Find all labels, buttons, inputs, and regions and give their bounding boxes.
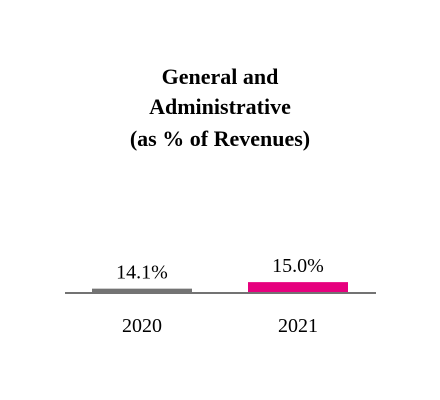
chart-title-line-2: Administrative [149, 94, 291, 119]
data-label-2021: 15.0% [272, 255, 324, 277]
data-label-2020: 14.1% [116, 262, 168, 284]
data-labels-group: 14.1% 15.0% [116, 255, 324, 284]
chart-title: General and Administrative (as % of Reve… [130, 64, 310, 151]
x-tick-labels-group: 2020 2021 [122, 315, 318, 337]
chart-title-line-1: General and [162, 64, 279, 89]
bars-group [92, 282, 348, 293]
chart-title-line-3: (as % of Revenues) [130, 126, 310, 151]
bar-2020 [92, 288, 192, 293]
bar-2021 [248, 282, 348, 293]
x-tick-label-2021: 2021 [278, 315, 318, 337]
x-tick-label-2020: 2020 [122, 315, 162, 337]
